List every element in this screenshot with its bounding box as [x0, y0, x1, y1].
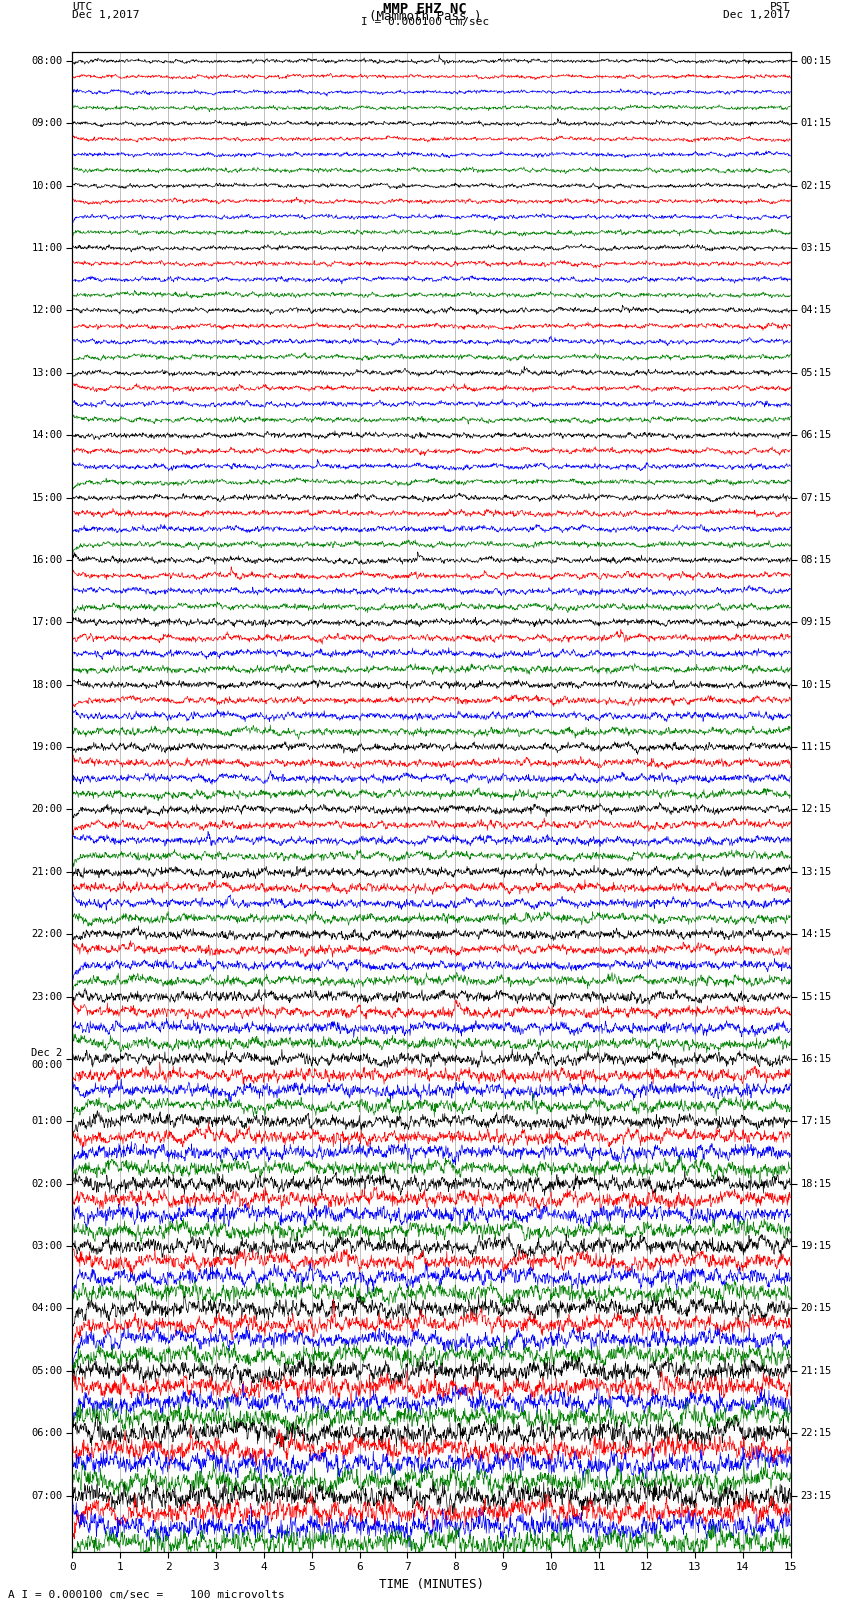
X-axis label: TIME (MINUTES): TIME (MINUTES)	[379, 1578, 484, 1590]
Text: MMP EHZ NC: MMP EHZ NC	[383, 2, 467, 16]
Text: Dec 1,2017: Dec 1,2017	[72, 11, 139, 21]
Text: PST: PST	[770, 3, 790, 13]
Text: I = 0.000100 cm/sec: I = 0.000100 cm/sec	[361, 18, 489, 27]
Text: UTC: UTC	[72, 3, 93, 13]
Text: A I = 0.000100 cm/sec =    100 microvolts: A I = 0.000100 cm/sec = 100 microvolts	[8, 1590, 286, 1600]
Text: (Mammoth Pass ): (Mammoth Pass )	[369, 10, 481, 23]
Text: Dec 1,2017: Dec 1,2017	[723, 11, 791, 21]
